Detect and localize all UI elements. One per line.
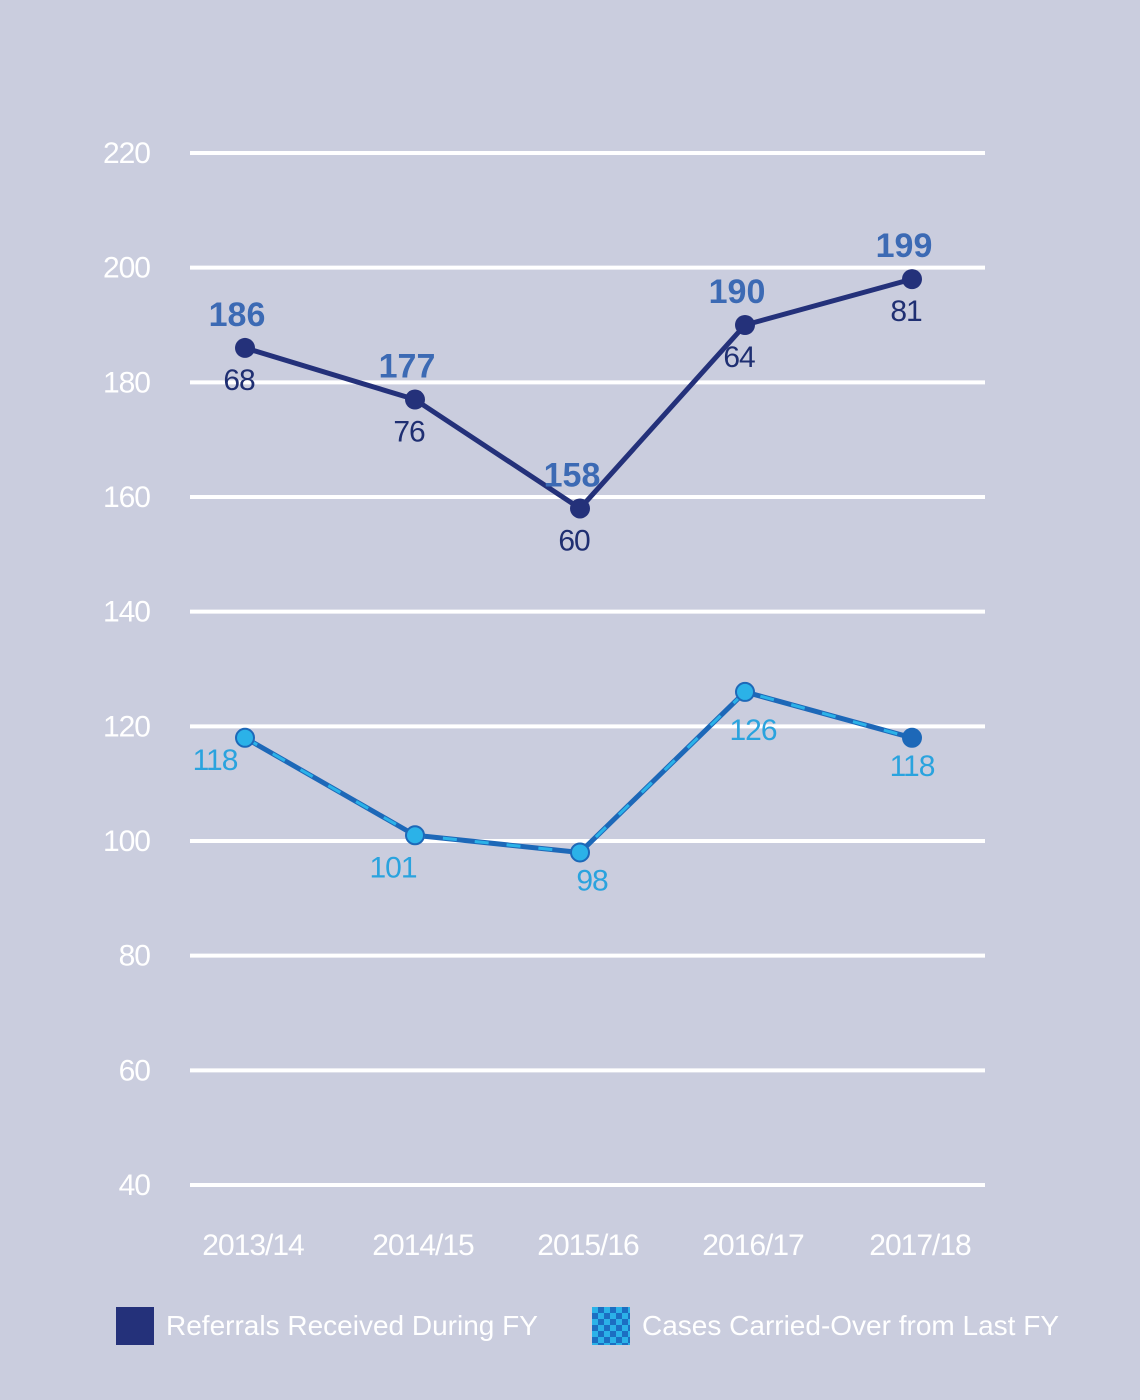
x-category-label: 2017/18 (869, 1229, 971, 1262)
y-tick-label: 60 (119, 1054, 151, 1087)
referrals-value-label: 60 (558, 524, 590, 557)
line-chart: 40 60 80 100 120 140 160 180 200 220 2013/14 2014/… (103, 137, 985, 1262)
total-label: 177 (379, 348, 436, 386)
carried-over-point (405, 825, 425, 846)
legend-label-referrals: Referrals Received During FY (166, 1310, 538, 1341)
legend: Referrals Received During FY Cases Carri… (0, 1296, 1140, 1356)
carried-over-point (235, 727, 255, 748)
total-label: 199 (876, 227, 933, 265)
carried-over-value-label: 118 (890, 750, 935, 783)
carried-over-value-label: 101 (369, 851, 416, 884)
data-labels: 186 68 177 76 158 60 190 64 199 81 118 101 98 126 118 (193, 227, 936, 897)
referrals-value-label: 76 (393, 416, 425, 449)
referrals-point (570, 498, 590, 519)
y-tick-label: 200 (103, 252, 150, 285)
grid-lines (190, 151, 985, 1187)
carried-over-point (735, 681, 755, 702)
y-tick-label: 160 (103, 481, 150, 514)
y-tick-label: 140 (103, 596, 150, 629)
x-axis-categories: 2013/14 2014/15 2015/16 2016/17 2017/18 (202, 1229, 972, 1262)
series-line-carried-over (243, 689, 913, 855)
carried-over-value-label: 126 (729, 714, 776, 747)
legend-item-referrals: Referrals Received During FY (116, 1306, 538, 1346)
y-tick-label: 80 (119, 940, 151, 973)
y-axis-ticks: 40 60 80 100 120 140 160 180 200 220 (103, 137, 151, 1202)
referrals-value-label: 68 (223, 364, 255, 397)
referrals-point (235, 337, 255, 358)
series-line-carried-over-pattern (244, 690, 913, 855)
referrals-point (902, 269, 922, 290)
legend-label-carried-over: Cases Carried-Over from Last FY (642, 1310, 1059, 1341)
total-label: 186 (209, 296, 266, 334)
total-label: 190 (709, 273, 766, 311)
total-label: 158 (544, 456, 601, 494)
y-tick-label: 100 (103, 825, 150, 858)
referrals-value-label: 81 (890, 295, 922, 328)
series (235, 269, 922, 863)
legend-swatch-carried-over (592, 1307, 630, 1345)
y-tick-label: 120 (103, 710, 150, 743)
x-category-label: 2016/17 (702, 1229, 804, 1262)
carried-over-value-label: 98 (576, 864, 608, 897)
referrals-value-label: 64 (723, 341, 755, 374)
x-category-label: 2013/14 (202, 1229, 304, 1262)
referrals-point (405, 389, 425, 410)
carried-over-point (570, 842, 590, 863)
x-category-label: 2014/15 (372, 1229, 474, 1262)
y-tick-label: 40 (119, 1169, 151, 1202)
x-category-label: 2015/16 (537, 1229, 639, 1262)
carried-over-point (902, 727, 922, 748)
y-tick-label: 180 (103, 366, 150, 399)
legend-item-carried-over: Cases Carried-Over from Last FY (592, 1306, 1059, 1346)
carried-over-value-label: 118 (193, 744, 238, 777)
y-tick-label: 220 (103, 137, 150, 170)
referrals-point (735, 315, 755, 335)
legend-swatch-referrals (116, 1307, 154, 1345)
